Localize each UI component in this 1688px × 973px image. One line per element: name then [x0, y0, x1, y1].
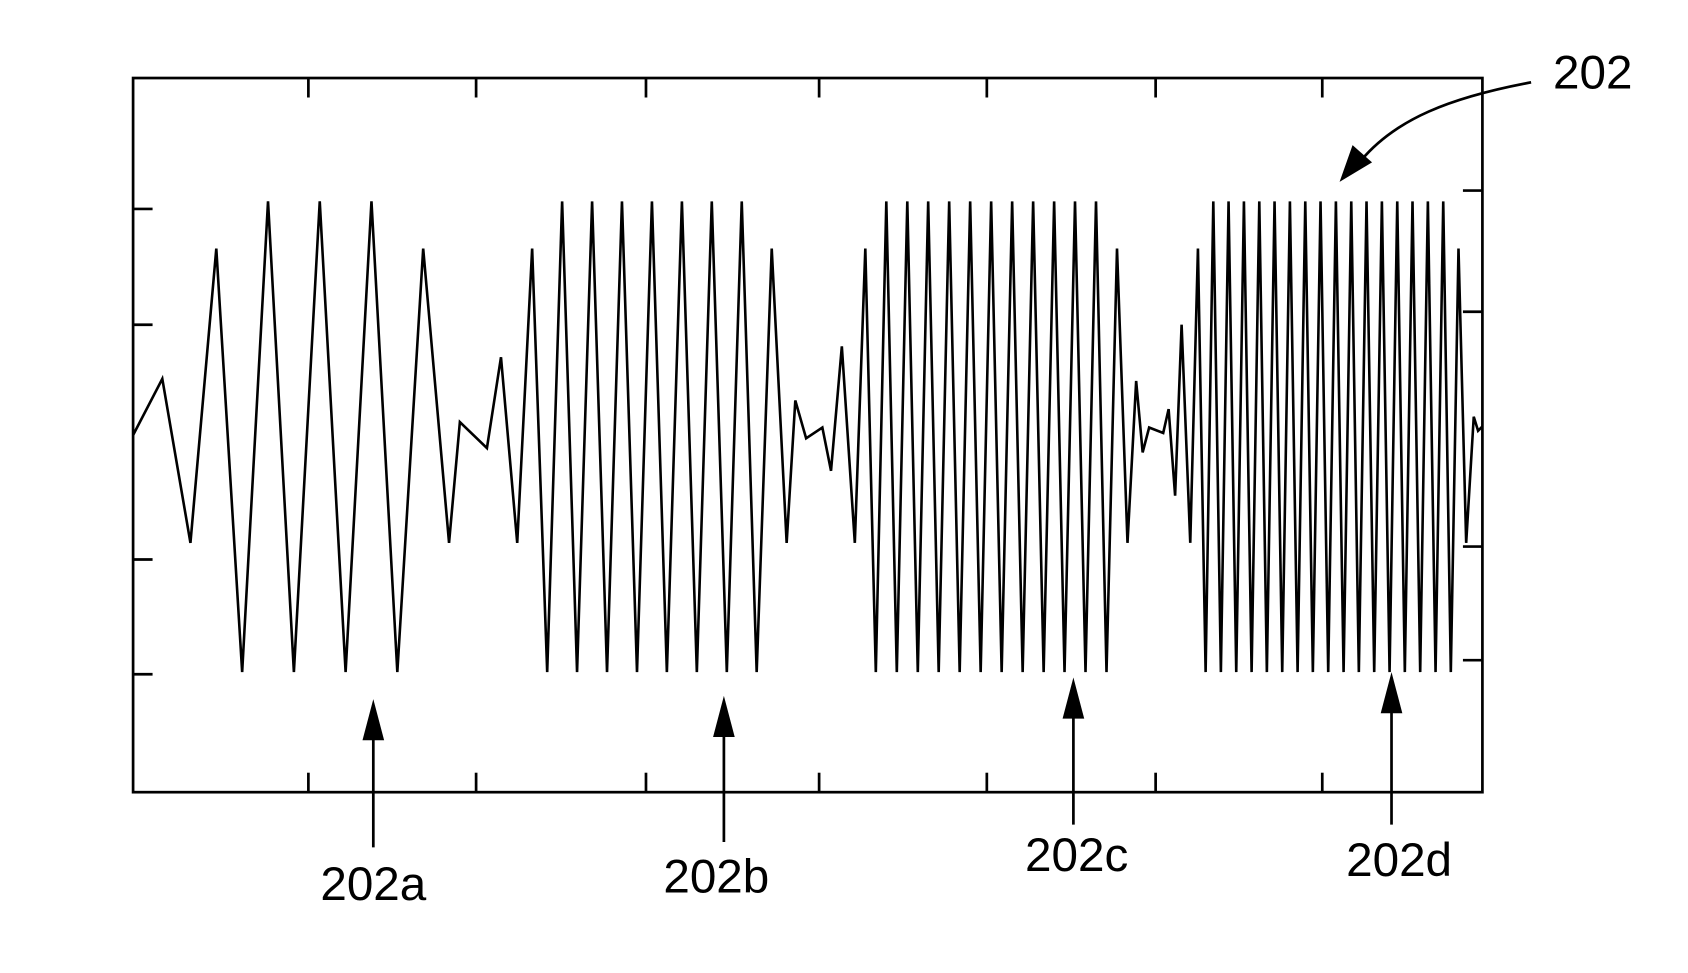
label-burst-c: 202c: [1025, 829, 1128, 882]
ticks: [133, 78, 1482, 792]
figure: 202 202a 202b 202c 202d: [0, 0, 1688, 973]
arrow-c: [1063, 677, 1085, 824]
label-burst-a: 202a: [320, 858, 426, 911]
arrow-a: [362, 699, 384, 847]
arrow-main: [1340, 82, 1532, 182]
plot-frame: [133, 78, 1482, 792]
label-burst-d: 202d: [1346, 834, 1452, 887]
arrow-d: [1381, 672, 1403, 825]
label-signal: 202: [1553, 46, 1632, 99]
arrow-b: [713, 696, 735, 842]
waveform: [133, 201, 1482, 672]
label-burst-b: 202b: [663, 850, 769, 903]
